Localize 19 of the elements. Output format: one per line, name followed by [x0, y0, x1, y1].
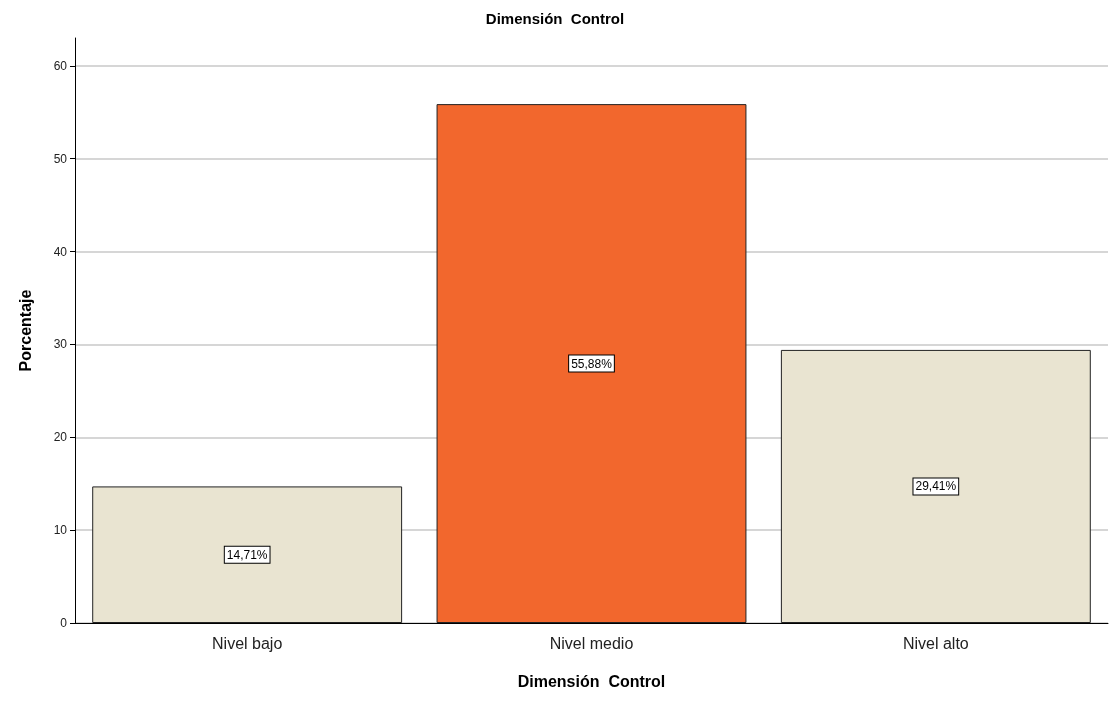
- data-label: 29,41%: [915, 479, 957, 494]
- y-tick-label: 40: [53, 244, 68, 259]
- bar: [436, 104, 747, 623]
- y-axis-title: Porcentaje: [16, 289, 34, 372]
- y-tick-label: 20: [53, 430, 68, 445]
- y-tick-label: 30: [53, 337, 68, 352]
- y-tick-label: 60: [53, 58, 68, 73]
- data-label: 55,88%: [571, 356, 613, 371]
- bar: [92, 486, 403, 623]
- x-axis-title: Dimensión Control: [517, 672, 666, 690]
- x-tick-label: Nivel bajo: [212, 634, 283, 652]
- y-tick-label: 50: [53, 151, 68, 166]
- x-tick-label: Nivel alto: [902, 634, 969, 652]
- chart-title: Dimensión Control: [485, 10, 625, 27]
- bar: [780, 349, 1091, 623]
- data-label: 14,71%: [226, 547, 268, 562]
- x-tick-label: Nivel medio: [549, 634, 634, 652]
- y-tick-label: 0: [60, 616, 68, 630]
- y-tick-label: 10: [53, 523, 68, 538]
